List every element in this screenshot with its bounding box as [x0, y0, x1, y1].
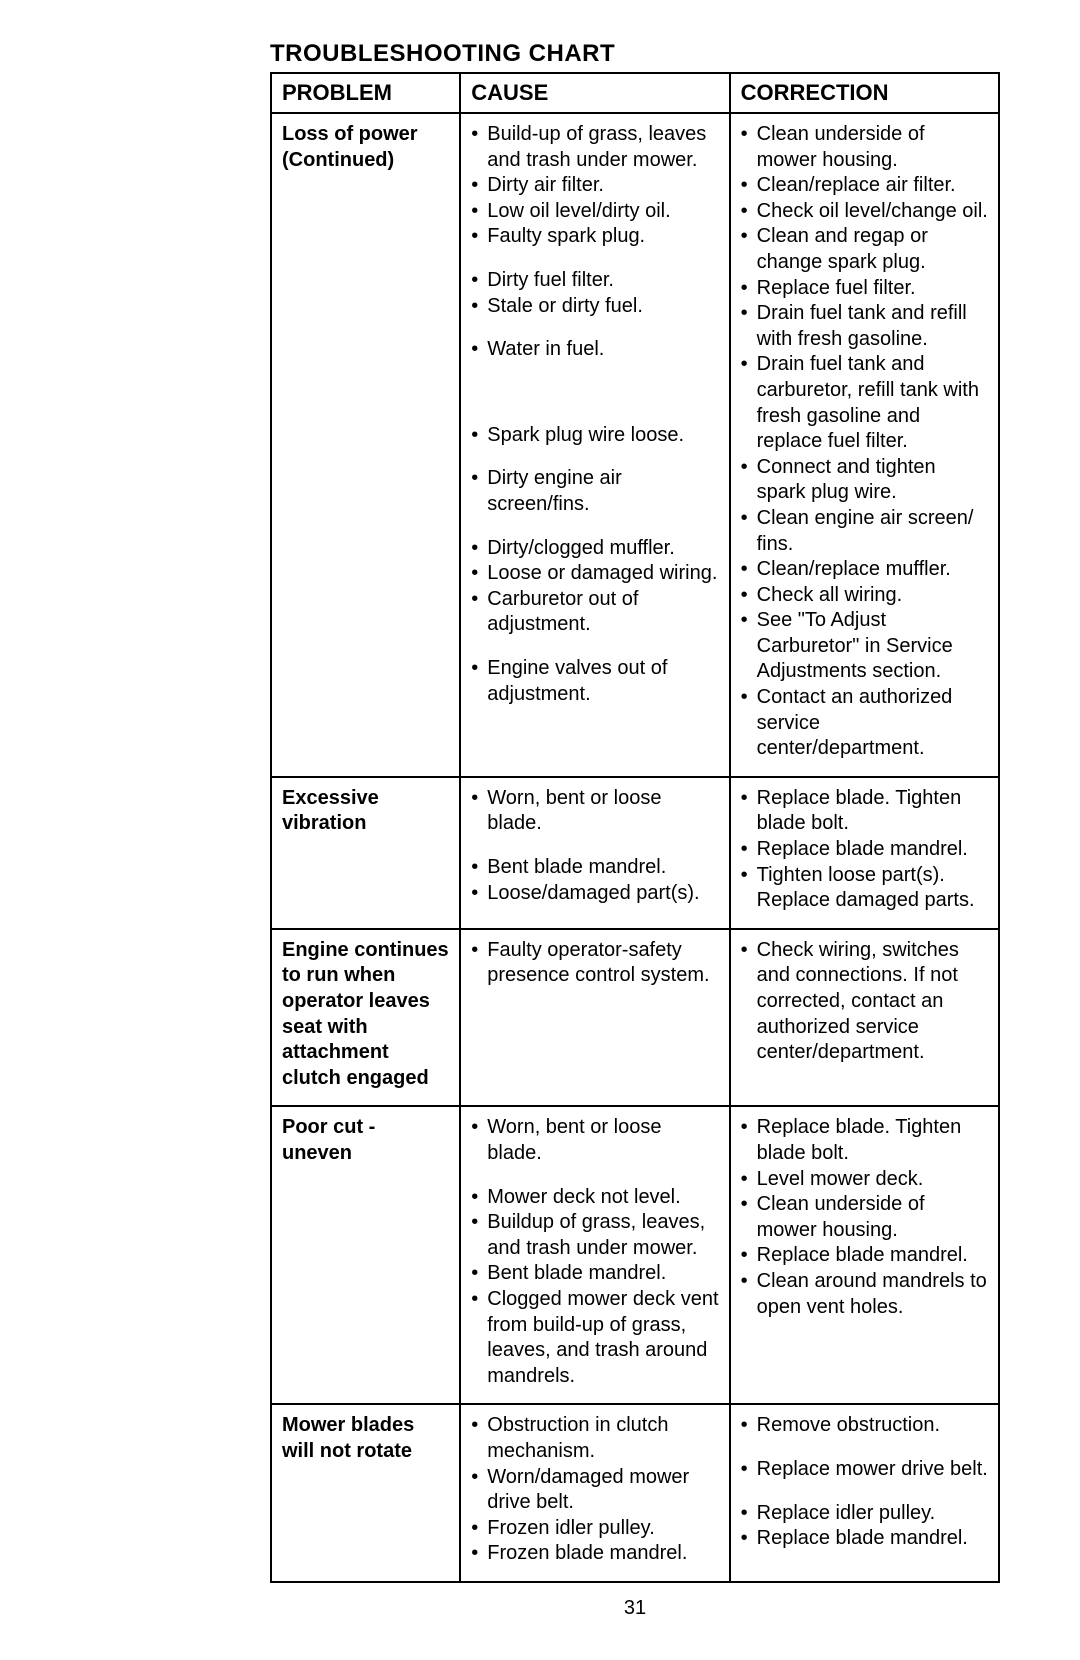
- correction-item: Clean/replace muffler.: [741, 557, 988, 583]
- table-header-row: PROBLEM CAUSE CORRECTION: [271, 73, 999, 113]
- chart-title: TROUBLESHOOTING CHART: [270, 40, 1000, 68]
- correction-item: Clean and regap or change spark plug.: [741, 224, 988, 275]
- correction-item: Replace blade mandrel.: [741, 1526, 988, 1552]
- correction-item: Level mower deck.: [741, 1167, 988, 1193]
- cause-item: Frozen idler pulley.: [471, 1516, 718, 1542]
- table-row: Mower blades will not rotateObstruction …: [271, 1404, 999, 1582]
- cause-cell: Obstruction in clutch mechanism.Worn/dam…: [460, 1404, 729, 1582]
- cause-item: Faulty spark plug.: [471, 224, 718, 250]
- cause-item: Dirty fuel filter.: [471, 268, 718, 294]
- correction-item: Remove obstruction.: [741, 1413, 988, 1439]
- page-number: 31: [270, 1597, 1000, 1620]
- cause-item: Worn, bent or loose blade.: [471, 786, 718, 837]
- cause-item: Mower deck not level.: [471, 1185, 718, 1211]
- cause-item: Water in fuel.: [471, 337, 718, 363]
- cause-item: Engine valves out of adjustment.: [471, 656, 718, 707]
- header-cause: CAUSE: [460, 73, 729, 113]
- correction-item: Drain fuel tank and refill with fresh ga…: [741, 301, 988, 352]
- correction-item: Check oil level/change oil.: [741, 199, 988, 225]
- correction-item: Clean underside of mower housing.: [741, 1192, 988, 1243]
- cause-item: Bent blade mandrel.: [471, 855, 718, 881]
- problem-cell: Engine continues to run when operator le…: [271, 929, 460, 1107]
- correction-item: Clean engine air screen/ fins.: [741, 506, 988, 557]
- correction-item: Clean around mandrels to open vent holes…: [741, 1269, 988, 1320]
- cause-item: Loose or damaged wiring.: [471, 561, 718, 587]
- cause-item: Worn/damaged mower drive belt.: [471, 1465, 718, 1516]
- cause-item: Worn, bent or loose blade.: [471, 1115, 718, 1166]
- correction-item: Check all wiring.: [741, 583, 988, 609]
- problem-cell: Mower blades will not rotate: [271, 1404, 460, 1582]
- correction-item: Replace fuel filter.: [741, 276, 988, 302]
- cause-item: Stale or dirty fuel.: [471, 294, 718, 320]
- table-body: Loss of power (Continued)Build-up of gra…: [271, 113, 999, 1582]
- cause-item: Low oil level/dirty oil.: [471, 199, 718, 225]
- problem-cell: Loss of power (Continued): [271, 113, 460, 777]
- correction-cell: Replace blade. Tighten blade bolt.Level …: [730, 1106, 999, 1404]
- correction-item: Clean underside of mower housing.: [741, 122, 988, 173]
- correction-cell: Remove obstruction. Replace mower drive b…: [730, 1404, 999, 1582]
- troubleshooting-table: PROBLEM CAUSE CORRECTION Loss of power (…: [270, 72, 1000, 1583]
- table-row: Excessive vibrationWorn, bent or loose b…: [271, 777, 999, 929]
- cause-cell: Worn, bent or loose blade. Mower deck not…: [460, 1106, 729, 1404]
- cause-cell: Worn, bent or loose blade. Bent blade man…: [460, 777, 729, 929]
- correction-item: Tighten loose part(s). Replace damaged p…: [741, 863, 988, 914]
- correction-item: Clean/replace air filter.: [741, 173, 988, 199]
- cause-item: Frozen blade mandrel.: [471, 1541, 718, 1567]
- problem-cell: Excessive vibration: [271, 777, 460, 929]
- correction-item: Replace mower drive belt.: [741, 1457, 988, 1483]
- header-problem: PROBLEM: [271, 73, 460, 113]
- cause-item: Clogged mower deck vent from build-up of…: [471, 1287, 718, 1389]
- correction-item: Replace blade. Tighten blade bolt.: [741, 786, 988, 837]
- cause-item: Buildup of grass, leaves, and trash unde…: [471, 1210, 718, 1261]
- cause-item: Dirty engine air screen/fins.: [471, 466, 718, 517]
- cause-item: Dirty air filter.: [471, 173, 718, 199]
- table-row: Engine continues to run when operator le…: [271, 929, 999, 1107]
- cause-item: Loose/damaged part(s).: [471, 881, 718, 907]
- correction-item: Connect and tighten spark plug wire.: [741, 455, 988, 506]
- correction-cell: Replace blade. Tighten blade bolt.Replac…: [730, 777, 999, 929]
- correction-item: Replace blade mandrel.: [741, 837, 988, 863]
- problem-cell: Poor cut - uneven: [271, 1106, 460, 1404]
- cause-cell: Faulty operator-safety presence control …: [460, 929, 729, 1107]
- cause-item: Build-up of grass, leaves and trash unde…: [471, 122, 718, 173]
- correction-item: Replace blade. Tighten blade bolt.: [741, 1115, 988, 1166]
- cause-item: Carburetor out of adjustment.: [471, 587, 718, 638]
- correction-item: See "To Adjust Carburetor" in Service Ad…: [741, 608, 988, 685]
- cause-cell: Build-up of grass, leaves and trash unde…: [460, 113, 729, 777]
- cause-item: Obstruction in clutch mechanism.: [471, 1413, 718, 1464]
- cause-item: Faulty operator-safety presence control …: [471, 938, 718, 989]
- correction-item: Drain fuel tank and carburetor, refill t…: [741, 352, 988, 454]
- correction-item: Replace blade mandrel.: [741, 1243, 988, 1269]
- correction-cell: Clean underside of mower housing.Clean/r…: [730, 113, 999, 777]
- correction-item: Check wiring, switches and connections. …: [741, 938, 988, 1066]
- table-row: Poor cut - unevenWorn, bent or loose bla…: [271, 1106, 999, 1404]
- correction-cell: Check wiring, switches and connections. …: [730, 929, 999, 1107]
- correction-item: Replace idler pulley.: [741, 1501, 988, 1527]
- page-container: TROUBLESHOOTING CHART PROBLEM CAUSE CORR…: [0, 0, 1080, 1660]
- table-row: Loss of power (Continued)Build-up of gra…: [271, 113, 999, 777]
- correction-item: Contact an authorized service center/dep…: [741, 685, 988, 762]
- cause-item: Dirty/clogged muffler.: [471, 536, 718, 562]
- cause-item: Bent blade mandrel.: [471, 1261, 718, 1287]
- header-correction: CORRECTION: [730, 73, 999, 113]
- cause-item: Spark plug wire loose.: [471, 423, 718, 449]
